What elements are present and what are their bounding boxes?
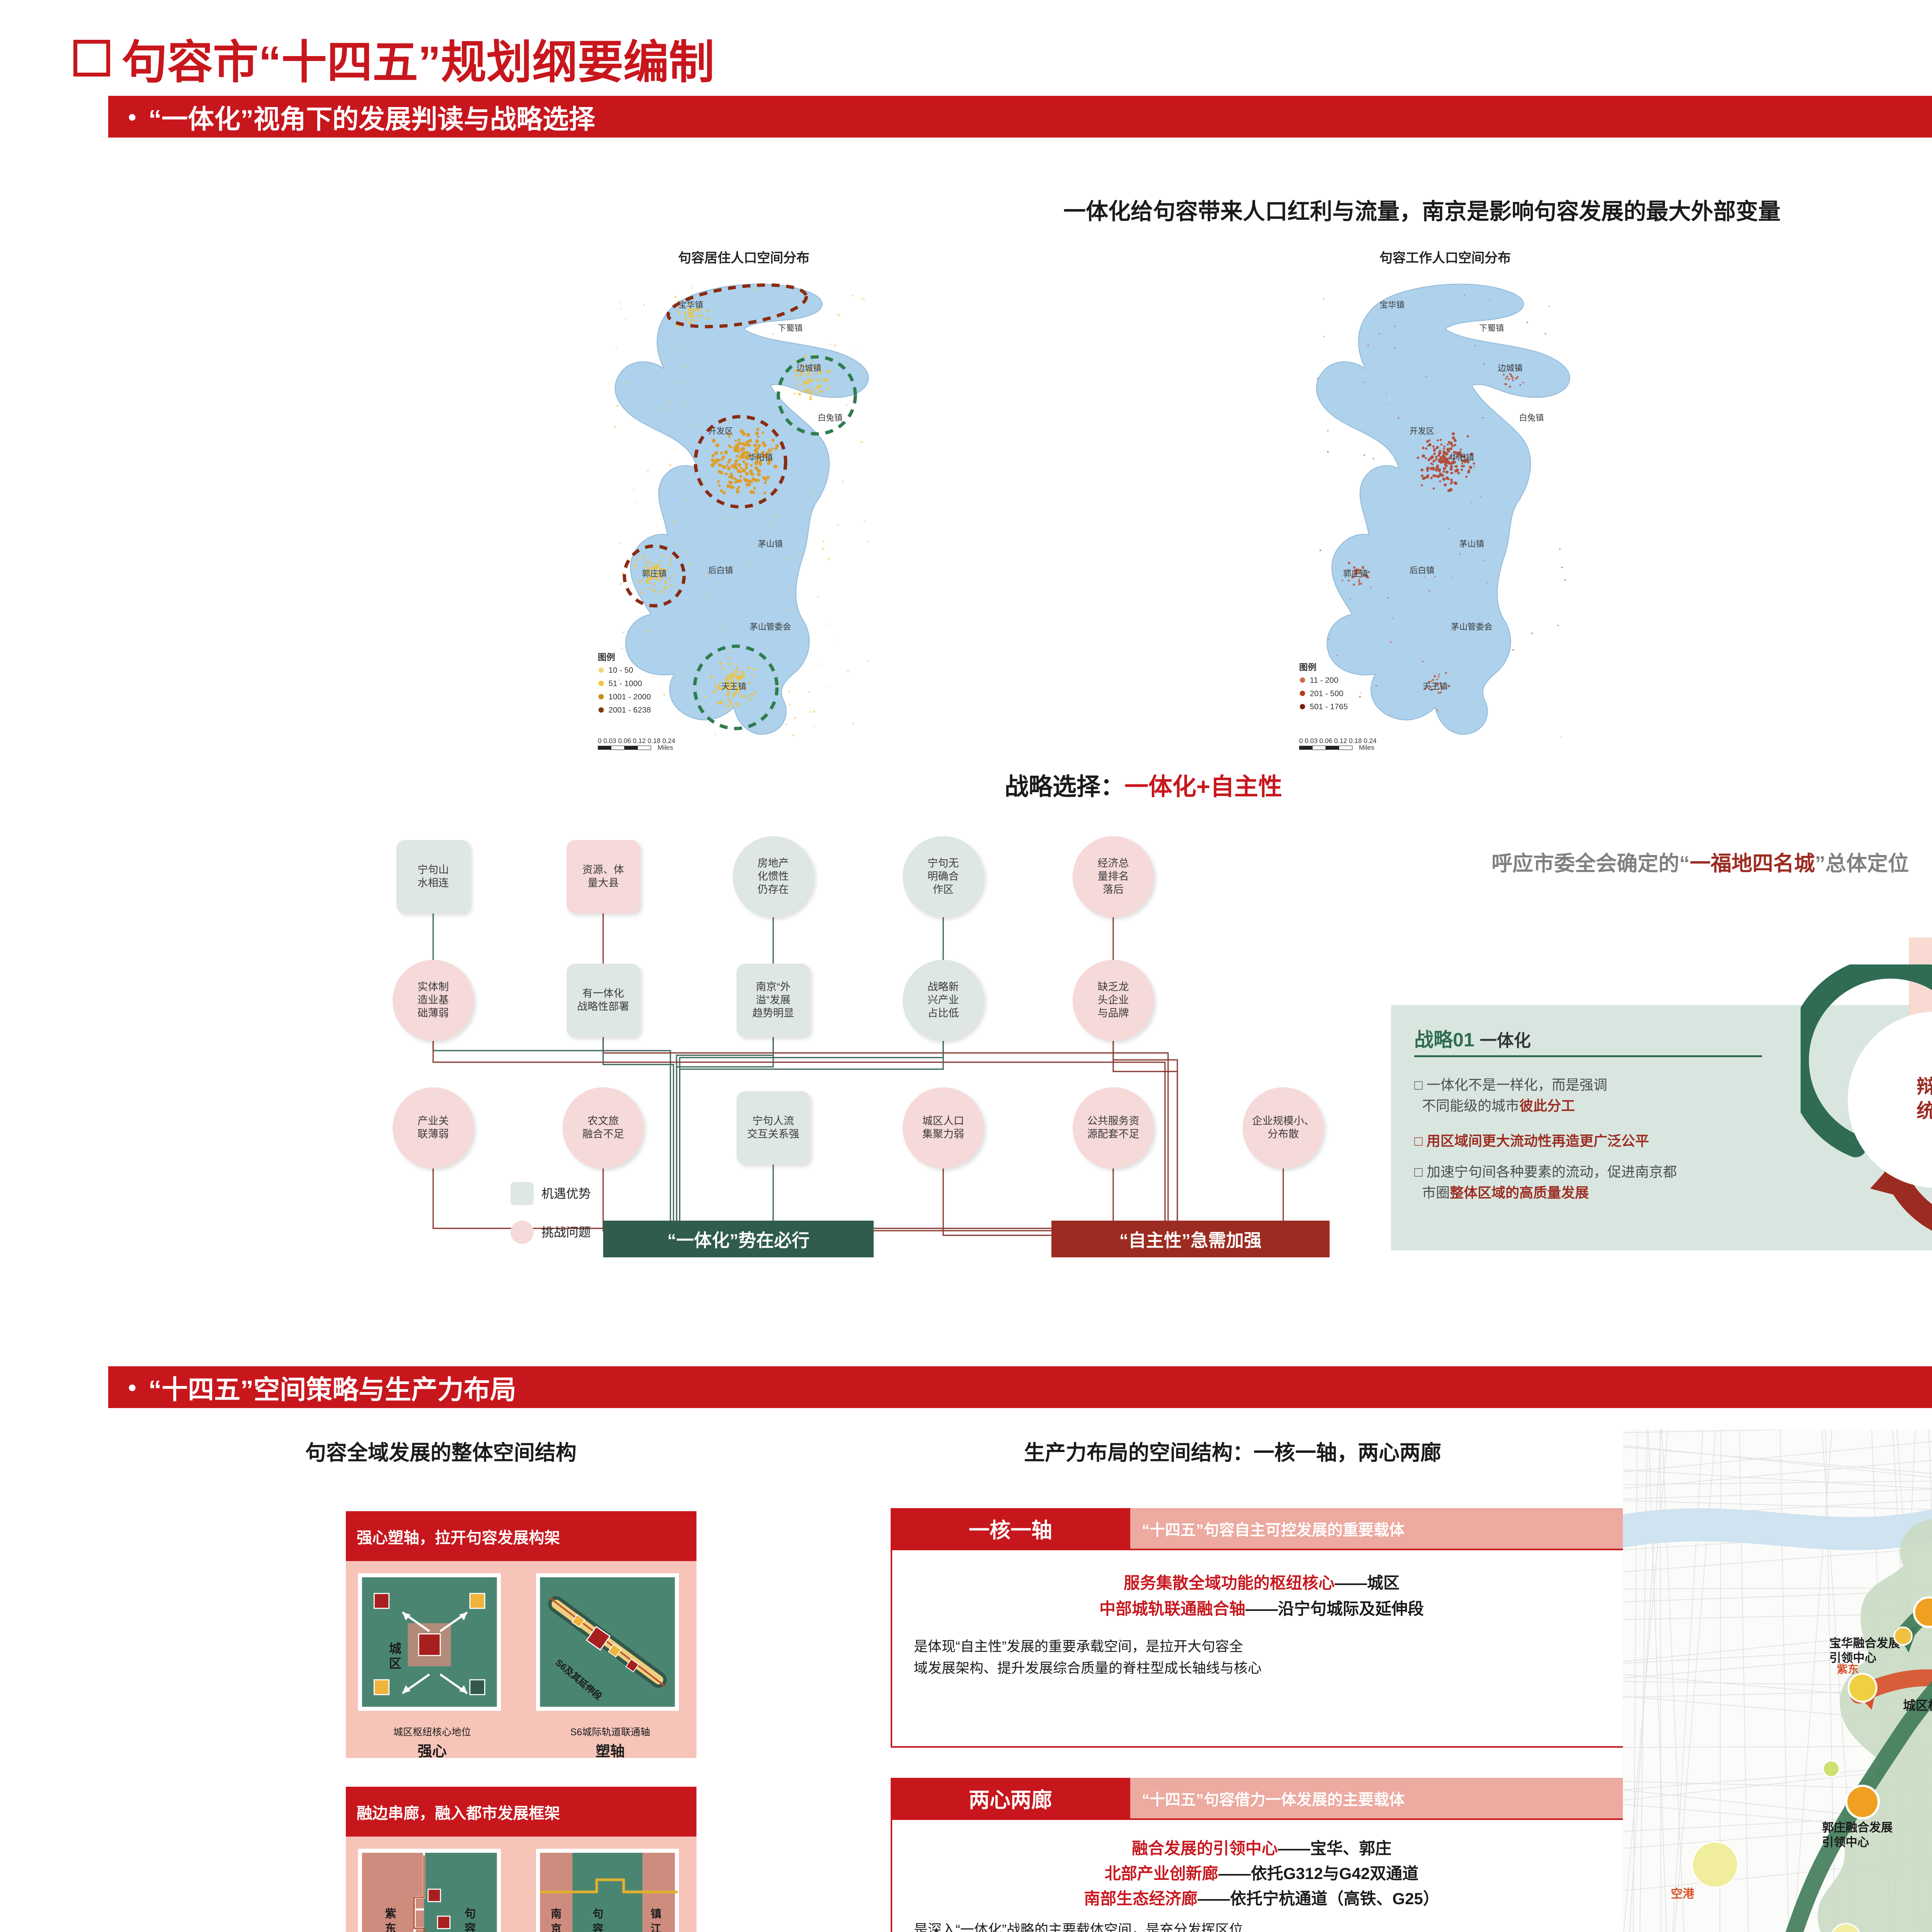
svg-text:白兔镇: 白兔镇 [1519, 413, 1544, 423]
svg-text:郭庄镇: 郭庄镇 [1343, 569, 1368, 578]
svg-text:茅山管委会: 茅山管委会 [1451, 622, 1492, 632]
svg-text:南: 南 [551, 1908, 561, 1920]
svg-text:下蜀镇: 下蜀镇 [778, 324, 803, 333]
svg-text:白兔镇: 白兔镇 [818, 413, 842, 423]
svg-text:11 - 200: 11 - 200 [1310, 676, 1338, 685]
svg-text:1001 - 2000: 1001 - 2000 [609, 692, 651, 701]
svg-text:边城镇: 边城镇 [1498, 364, 1522, 373]
svg-text:图例: 图例 [1299, 662, 1316, 672]
svg-text:引领中心: 引领中心 [1822, 1836, 1869, 1849]
svg-text:容: 容 [593, 1922, 604, 1932]
svg-text:开发区: 开发区 [1410, 427, 1434, 436]
svg-text:51 - 1000: 51 - 1000 [609, 679, 642, 688]
svg-text:201 - 500: 201 - 500 [1310, 689, 1344, 698]
svg-text:茅山管委会: 茅山管委会 [750, 622, 791, 632]
svg-text:郭庄镇: 郭庄镇 [642, 569, 667, 578]
svg-text:容: 容 [464, 1922, 476, 1932]
svg-text:2001 - 6238: 2001 - 6238 [609, 706, 651, 714]
svg-text:区: 区 [389, 1656, 401, 1670]
svg-text:10 - 50: 10 - 50 [609, 666, 633, 675]
svg-text:华阳镇: 华阳镇 [748, 453, 773, 463]
svg-text:郭庄融合发展: 郭庄融合发展 [1822, 1821, 1893, 1834]
svg-text:茅山镇: 茅山镇 [758, 539, 783, 549]
svg-text:Miles: Miles [658, 743, 673, 751]
svg-text:下蜀镇: 下蜀镇 [1479, 324, 1504, 333]
svg-text:京: 京 [551, 1922, 561, 1932]
svg-text:Miles: Miles [1359, 743, 1374, 751]
svg-text:图例: 图例 [598, 653, 615, 662]
svg-text:边城镇: 边城镇 [796, 364, 821, 373]
svg-text:宝华融合发展: 宝华融合发展 [1829, 1636, 1900, 1650]
svg-text:镇: 镇 [651, 1908, 662, 1920]
svg-text:辩证: 辩证 [1917, 1076, 1932, 1097]
svg-text:紫东: 紫东 [1837, 1663, 1859, 1676]
svg-text:宝华镇: 宝华镇 [1379, 301, 1404, 310]
svg-text:天王镇: 天王镇 [1423, 682, 1447, 691]
svg-text:华阳镇: 华阳镇 [1449, 453, 1474, 463]
svg-text:句: 句 [593, 1908, 604, 1920]
svg-text:空港: 空港 [1671, 1888, 1695, 1901]
svg-text:城区枢纽核心: 城区枢纽核心 [1903, 1699, 1932, 1713]
svg-text:501 - 1765: 501 - 1765 [1310, 702, 1348, 711]
svg-text:引领中心: 引领中心 [1829, 1651, 1877, 1665]
svg-text:茅山镇: 茅山镇 [1459, 539, 1484, 549]
svg-text:后白镇: 后白镇 [1410, 566, 1434, 575]
svg-text:城: 城 [389, 1641, 401, 1655]
svg-text:天王镇: 天王镇 [721, 682, 746, 691]
svg-text:句: 句 [464, 1908, 476, 1920]
svg-text:宝华镇: 宝华镇 [678, 301, 703, 310]
svg-text:东: 东 [385, 1922, 396, 1932]
svg-text:后白镇: 后白镇 [708, 566, 733, 575]
svg-text:统一: 统一 [1917, 1100, 1932, 1122]
svg-text:江: 江 [651, 1923, 662, 1932]
svg-text:紫: 紫 [385, 1908, 396, 1920]
